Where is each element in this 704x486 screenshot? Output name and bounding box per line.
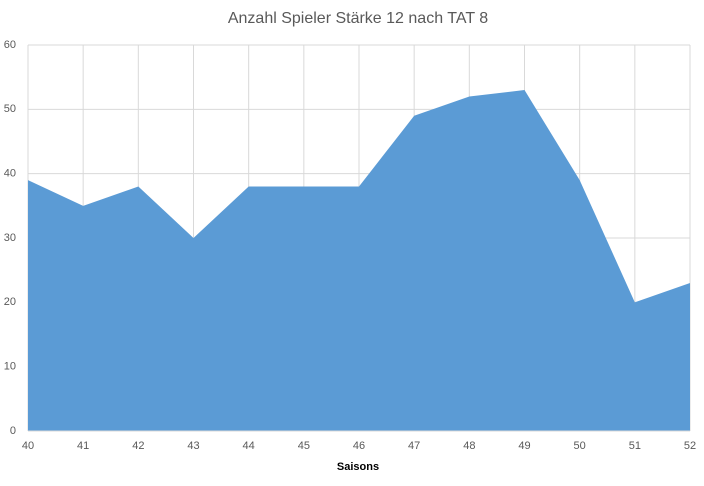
y-tick-label: 20 — [4, 296, 16, 308]
y-tick-label: 50 — [4, 103, 16, 115]
y-tick-label: 40 — [4, 168, 16, 180]
x-tick-label: 48 — [463, 440, 475, 452]
y-tick-label: 30 — [4, 232, 16, 244]
x-tick-label: 41 — [77, 440, 89, 452]
y-tick-label: 0 — [10, 425, 16, 437]
x-tick-label: 43 — [187, 440, 199, 452]
x-tick-label: 49 — [518, 440, 530, 452]
x-tick-label: 45 — [298, 440, 310, 452]
x-tick-label: 47 — [408, 440, 420, 452]
x-tick-label: 42 — [132, 440, 144, 452]
x-tick-label: 51 — [629, 440, 641, 452]
y-tick-label: 10 — [4, 361, 16, 373]
y-tick-label: 60 — [4, 39, 16, 51]
x-tick-label: 40 — [22, 440, 34, 452]
chart-title: Anzahl Spieler Stärke 12 nach TAT 8 — [228, 10, 488, 27]
x-axis-label: Saisons — [337, 461, 379, 473]
area — [28, 90, 690, 432]
x-tick-label: 44 — [243, 440, 255, 452]
x-tick-label: 50 — [574, 440, 586, 452]
x-tick-label: 46 — [353, 440, 365, 452]
x-tick-label: 52 — [684, 440, 696, 452]
